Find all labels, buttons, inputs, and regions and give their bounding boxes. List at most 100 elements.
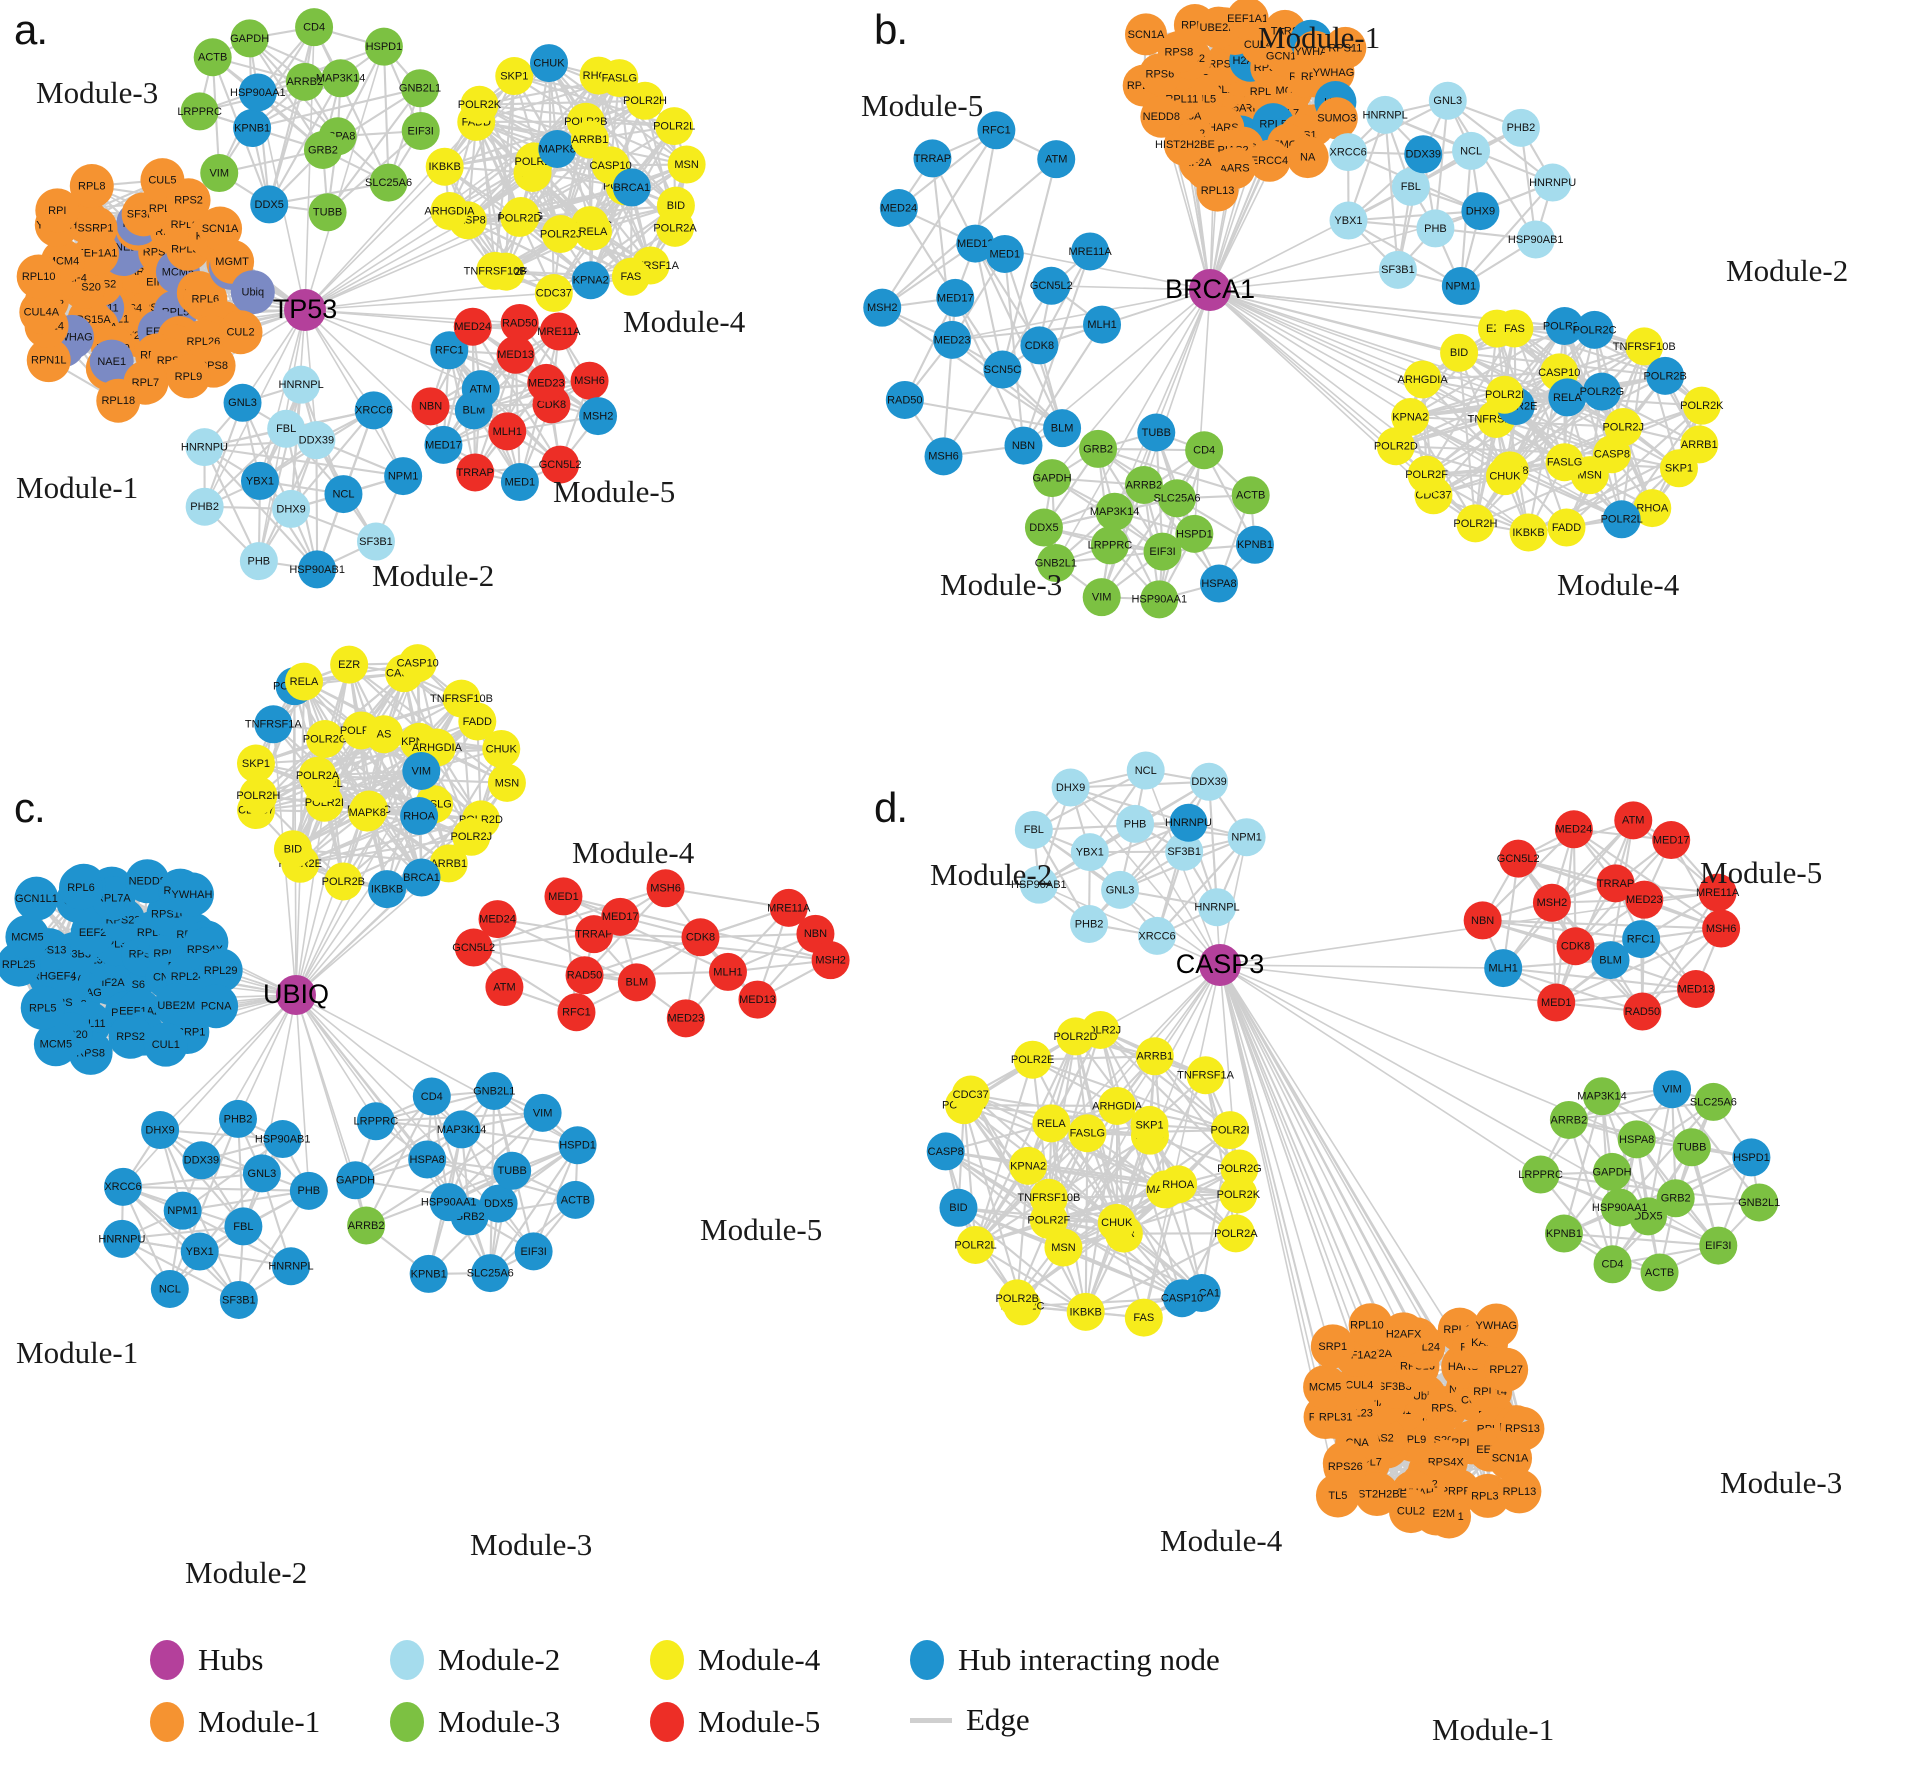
network-node: NA	[1286, 136, 1329, 179]
network-node: HSPA8	[1199, 564, 1238, 603]
network-node: PHB2	[219, 1099, 258, 1138]
network-node: MLH1	[708, 952, 747, 991]
network-node: RPL13	[1497, 1469, 1542, 1514]
network-node: GAPDH	[336, 1161, 375, 1200]
network-node: FASLG	[1545, 443, 1584, 482]
legend-label-module-5: Module-5	[698, 1704, 821, 1739]
network-node: MAPK8	[348, 793, 387, 832]
network-node: AS	[364, 715, 403, 754]
network-node: PHB2	[1070, 904, 1109, 943]
network-node: MSH6	[570, 361, 609, 400]
network-node: DDX39	[297, 421, 336, 460]
network-node: ARRB1	[1135, 1037, 1174, 1076]
panel-a-module-4-label: Module-4	[623, 304, 746, 339]
network-node: CDK8	[1556, 927, 1595, 966]
network-node: EIF3I	[1699, 1226, 1738, 1265]
network-node: NCL	[324, 475, 363, 514]
panel-c-module-5-label: Module-5	[700, 1212, 823, 1247]
network-node: NBN	[1463, 901, 1502, 940]
network-node: XRCC6	[1329, 133, 1368, 172]
network-node: PHB	[1116, 804, 1155, 843]
network-node: BID	[939, 1188, 978, 1227]
network-node: SUMO3	[1315, 97, 1358, 140]
network-node: TNFRSF1A	[1177, 1056, 1235, 1095]
network-node: SF3B1	[219, 1280, 258, 1319]
network-node: DHX9	[141, 1111, 180, 1150]
panel-a: a. CUL4BRPS13RPS4EEF1ATARSEIF2AHIST2H2BE…	[0, 0, 860, 660]
network-node: GRB2	[1079, 429, 1118, 468]
network-node: TUBB	[1137, 413, 1176, 452]
network-node: SRP1	[1310, 1324, 1355, 1369]
network-node: FBL	[1014, 810, 1053, 849]
figure-legend: Hubs Module-1 Module-2 Module-3 Module-4…	[150, 1640, 1250, 1765]
network-node: ARRB2	[285, 62, 324, 101]
network-node: MSN	[487, 763, 526, 802]
network-node: HNRNPL	[279, 365, 324, 404]
network-node: FAS	[1495, 309, 1534, 348]
network-node: MED13	[738, 980, 777, 1019]
network-node: GNL3	[1101, 870, 1140, 909]
legend-item-module-4: Module-4	[650, 1640, 820, 1680]
network-node: GNB2L1	[399, 69, 441, 108]
network-node: IKBKB	[1066, 1292, 1105, 1331]
legend-item-hubs: Hubs	[150, 1640, 263, 1680]
network-node: KPNB1	[1544, 1214, 1583, 1253]
network-node: HSPA8	[408, 1140, 447, 1179]
network-node: ATM	[485, 968, 524, 1007]
network-node: SCN5C	[983, 350, 1022, 389]
network-node: ATM	[1037, 140, 1076, 179]
network-node: VIM	[1653, 1070, 1692, 1109]
network-node: MCM5	[5, 914, 50, 959]
network-node: BLM	[1591, 941, 1630, 980]
network-node: XRCC6	[103, 1167, 142, 1206]
panel-c-module-1-label: Module-1	[16, 1335, 139, 1370]
network-node: RAD50	[885, 380, 924, 419]
panel-d-module-1-label: Module-1	[1432, 1712, 1555, 1747]
network-node: VIM	[1082, 578, 1121, 617]
panel-b-module-1-label: Module-1	[1258, 20, 1381, 55]
network-node: PHB	[239, 542, 278, 581]
network-node: ACTB	[193, 38, 232, 77]
network-node: ARRB2	[1124, 465, 1163, 504]
network-node: MSH2	[1532, 883, 1571, 922]
network-node: FAS	[611, 257, 650, 296]
network-node: SKP1	[495, 57, 534, 96]
network-node: MCM5	[1303, 1365, 1348, 1410]
network-node: ACTB	[556, 1180, 595, 1219]
panel-b-module-4-label: Module-4	[1557, 567, 1680, 602]
network-node: CUL1	[143, 1022, 188, 1067]
legend-swatch-hubs	[150, 1640, 184, 1680]
network-node: GRB2	[303, 130, 342, 169]
network-node: CD4	[412, 1077, 451, 1116]
network-node: MED1	[544, 877, 583, 916]
network-node: SF3B1	[1378, 250, 1417, 289]
network-node: RELA	[1032, 1104, 1071, 1143]
network-node: MLH1	[1484, 949, 1523, 988]
network-node: YBX1	[240, 461, 279, 500]
network-node: MSN	[667, 145, 706, 184]
network-node: ACTB	[1231, 476, 1270, 515]
network-node: DHX9	[272, 489, 311, 528]
panel-c-letter: c.	[14, 784, 46, 831]
network-node: NCL	[1126, 751, 1165, 790]
network-node: HSPD1	[1175, 514, 1214, 553]
network-node: BID	[1440, 333, 1479, 372]
network-node: BID	[273, 830, 312, 869]
network-node: MED13	[1676, 969, 1715, 1008]
network-node: SSRP1	[73, 206, 118, 251]
network-node: RPL10	[16, 254, 61, 299]
network-node: EIF3I	[514, 1232, 553, 1271]
network-node: TRRAP	[456, 453, 495, 492]
network-node: MED1	[985, 234, 1024, 273]
network-node: NPM1	[163, 1191, 202, 1230]
network-node: SF3B1	[356, 522, 395, 561]
network-node: BRCA1	[402, 858, 441, 897]
network-node: MSH2	[811, 941, 850, 980]
network-node: GAPDH	[230, 19, 269, 58]
network-node: ATM	[461, 370, 500, 409]
network-node: CD4	[295, 8, 334, 47]
network-node: NPM1	[384, 457, 423, 496]
legend-label-module-2: Module-2	[438, 1642, 561, 1677]
panel-d-module-2-label: Module-2	[930, 857, 1053, 892]
network-node: MED23	[933, 320, 972, 359]
